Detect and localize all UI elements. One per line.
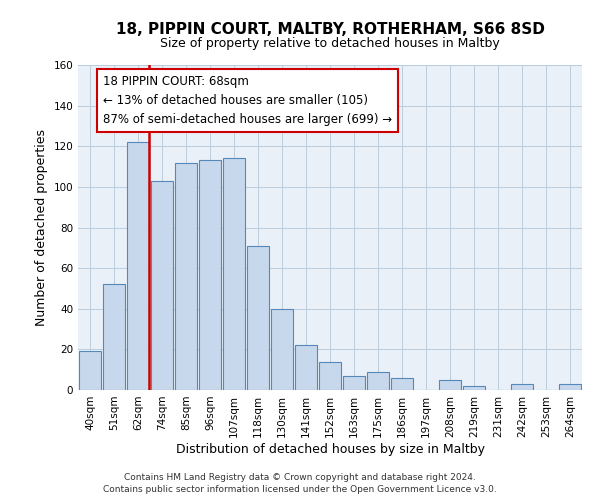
- Bar: [391, 378, 413, 390]
- Text: Contains HM Land Registry data © Crown copyright and database right 2024.: Contains HM Land Registry data © Crown c…: [124, 472, 476, 482]
- Bar: [295, 346, 317, 390]
- Text: 18 PIPPIN COURT: 68sqm
← 13% of detached houses are smaller (105)
87% of semi-de: 18 PIPPIN COURT: 68sqm ← 13% of detached…: [103, 74, 392, 126]
- Bar: [127, 142, 149, 390]
- Text: 18, PIPPIN COURT, MALTBY, ROTHERHAM, S66 8SD: 18, PIPPIN COURT, MALTBY, ROTHERHAM, S66…: [116, 22, 544, 38]
- Y-axis label: Number of detached properties: Number of detached properties: [35, 129, 48, 326]
- Bar: [199, 160, 221, 390]
- Bar: [343, 376, 365, 390]
- Bar: [271, 308, 293, 390]
- Text: Contains public sector information licensed under the Open Government Licence v3: Contains public sector information licen…: [103, 485, 497, 494]
- Text: Size of property relative to detached houses in Maltby: Size of property relative to detached ho…: [160, 38, 500, 51]
- X-axis label: Distribution of detached houses by size in Maltby: Distribution of detached houses by size …: [176, 442, 485, 456]
- Bar: [103, 284, 125, 390]
- Bar: [367, 372, 389, 390]
- Bar: [319, 362, 341, 390]
- Bar: [559, 384, 581, 390]
- Bar: [439, 380, 461, 390]
- Bar: [223, 158, 245, 390]
- Bar: [511, 384, 533, 390]
- Bar: [463, 386, 485, 390]
- Bar: [247, 246, 269, 390]
- Bar: [79, 352, 101, 390]
- Bar: [175, 162, 197, 390]
- Bar: [151, 181, 173, 390]
